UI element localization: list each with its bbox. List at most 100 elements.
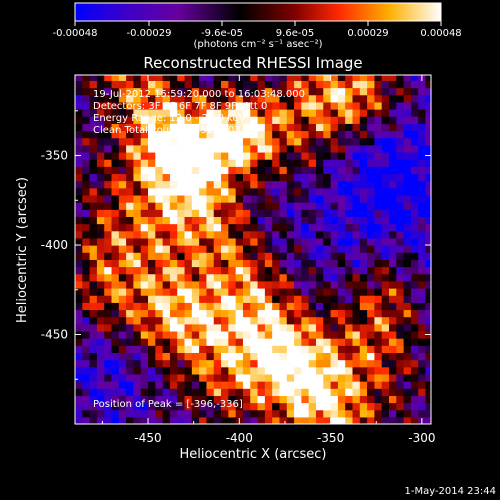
heatmap-cell (96, 381, 105, 389)
heatmap-cell (199, 359, 208, 368)
heatmap-cell (184, 123, 193, 132)
heatmap-cell (359, 302, 368, 311)
heatmap-cell (155, 180, 164, 189)
heatmap-cell (169, 366, 178, 375)
heatmap-cell (264, 366, 273, 375)
heatmap-cell (155, 109, 164, 117)
heatmap-cell (177, 252, 186, 260)
heatmap-cell (162, 352, 171, 361)
heatmap-cell (89, 101, 98, 110)
heatmap-cell (337, 116, 346, 124)
heatmap-cell (286, 266, 295, 275)
heatmap-cell (191, 316, 200, 325)
heatmap-cell (206, 216, 215, 225)
heatmap-cell (367, 280, 375, 289)
heatmap-cell (425, 309, 431, 318)
heatmap-cell (184, 309, 193, 318)
heatmap-cell (213, 230, 222, 239)
heatmap-cell (169, 416, 178, 424)
colorbar-tick-label: 0.00029 (347, 28, 388, 39)
heatmap-cell (148, 338, 156, 346)
heatmap-cell (272, 330, 281, 339)
heatmap-cell (133, 287, 142, 296)
heatmap-cell (345, 130, 354, 139)
heatmap-cell (403, 359, 412, 368)
heatmap-cell (118, 94, 127, 103)
heatmap-cell (126, 330, 135, 339)
heatmap-cell (126, 295, 135, 303)
heatmap-cell (126, 109, 135, 117)
heatmap-cell (418, 159, 427, 167)
heatmap-cell (140, 130, 149, 139)
heatmap-cell (381, 130, 390, 139)
heatmap-cell (206, 187, 215, 196)
heatmap-cell (250, 151, 259, 160)
heatmap-cell (126, 287, 135, 296)
heatmap-cell (75, 373, 83, 382)
heatmap-cell (177, 123, 186, 132)
heatmap-cell (323, 287, 332, 296)
heatmap-cell (301, 345, 310, 354)
heatmap-cell (235, 216, 244, 225)
heatmap-cell (104, 302, 113, 311)
heatmap-cell (396, 87, 405, 96)
heatmap-cell (272, 230, 281, 239)
heatmap-cell (315, 87, 324, 96)
heatmap-cell (286, 295, 295, 303)
heatmap-cell (89, 352, 98, 361)
heatmap-cell (367, 245, 375, 253)
heatmap-cell (257, 381, 266, 389)
heatmap-cell (155, 402, 164, 411)
heatmap-cell (396, 338, 405, 346)
heatmap-cell (133, 166, 142, 175)
heatmap-cell (389, 359, 397, 368)
heatmap-cell (235, 109, 244, 117)
heatmap-cell (272, 287, 281, 296)
heatmap-cell (330, 237, 339, 246)
heatmap-cell (75, 409, 83, 418)
heatmap-cell (228, 338, 237, 346)
heatmap-cell (410, 209, 419, 217)
heatmap-cell (133, 338, 142, 346)
heatmap-cell (367, 273, 375, 282)
heatmap-cell (425, 187, 431, 196)
heatmap-cell (367, 173, 375, 182)
heatmap-cell (177, 194, 186, 203)
heatmap-cell (177, 87, 186, 96)
heatmap-cell (191, 101, 200, 110)
heatmap-cell (75, 280, 83, 289)
heatmap-cell (294, 87, 302, 96)
heatmap-cell (228, 144, 237, 153)
heatmap-cell (82, 209, 91, 217)
heatmap-cell (403, 202, 412, 210)
heatmap-cell (250, 237, 259, 246)
heatmap-cell (257, 230, 266, 239)
heatmap-cell (286, 87, 295, 96)
heatmap-cell (301, 173, 310, 182)
heatmap-cell (418, 266, 427, 275)
heatmap-cell (250, 180, 259, 189)
heatmap-cell (272, 338, 281, 346)
heatmap-cell (169, 216, 178, 225)
heatmap-cell (257, 123, 266, 132)
heatmap-cell (133, 266, 142, 275)
heatmap-cell (330, 116, 339, 124)
heatmap-cell (257, 187, 266, 196)
heatmap-cell (228, 116, 237, 124)
heatmap-cell (286, 173, 295, 182)
heatmap-cell (272, 323, 281, 332)
heatmap-cell (279, 395, 288, 404)
heatmap-cell (301, 309, 310, 318)
heatmap-cell (206, 352, 215, 361)
heatmap-cell (374, 187, 383, 196)
heatmap-cell (359, 323, 368, 332)
heatmap-cell (315, 151, 324, 160)
heatmap-cell (169, 402, 178, 411)
heatmap-cell (118, 395, 127, 404)
heatmap-cell (381, 302, 390, 311)
heatmap-cell (89, 173, 98, 182)
heatmap-cell (104, 295, 113, 303)
heatmap-cell (111, 151, 120, 160)
heatmap-cell (330, 187, 339, 196)
